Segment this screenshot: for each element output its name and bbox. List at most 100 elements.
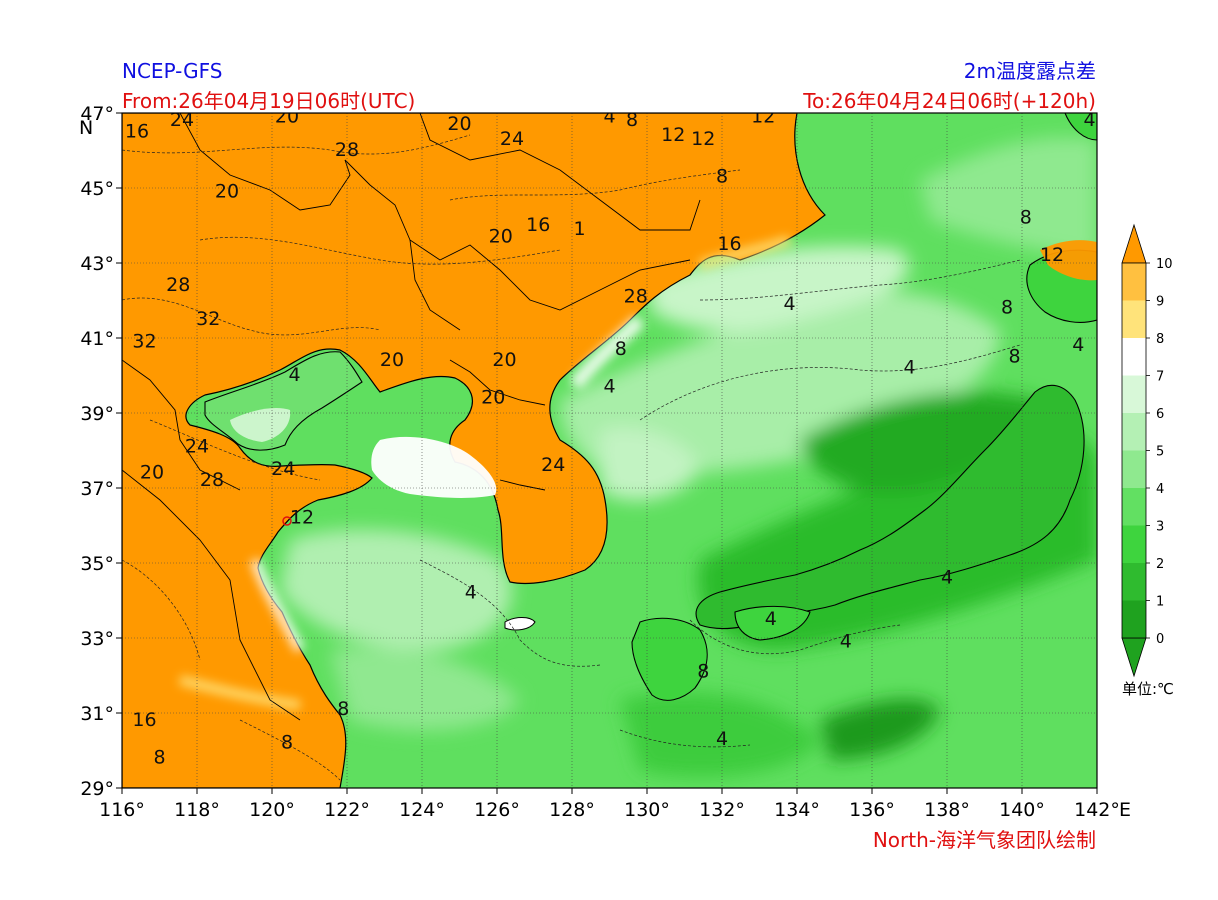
contour-label: 24 [185,435,209,457]
shikoku [734,605,811,641]
contour-label: 8 [153,747,165,769]
kyushu [631,617,708,701]
contour-label: 16 [132,709,156,731]
colorbar-block [1122,338,1146,376]
contour-label: 4 [716,728,728,750]
colorbar-label: 5 [1156,445,1164,460]
contour-label: 12 [1040,244,1064,266]
contour-label: 20 [275,105,299,127]
y-tick-label: 47° [80,103,114,125]
field-title: 2m温度露点差 [963,59,1096,83]
contour-label: 8 [1001,297,1013,319]
to-time: To:26年04月24日06时(+120h) [803,89,1096,113]
contour-label: 24 [170,109,194,131]
y-tick-label: 41° [80,328,114,350]
colorbar-block [1122,263,1146,301]
x-tick-label: 142° [1074,799,1120,821]
x-tick-label: 134° [774,799,820,821]
colorbar-label: 7 [1156,370,1164,385]
contour-label: 16 [125,120,149,142]
x-tick-label: 122° [324,799,370,821]
sakhalin-coast [1064,113,1097,141]
x-tick-label: 120° [249,799,295,821]
colorbar-label: 8 [1156,332,1164,347]
contour-label: 4 [465,582,477,604]
contour-label: 32 [196,308,220,330]
contour-label: 20 [215,180,239,202]
contour-label: 4 [288,364,300,386]
y-tick-label: 43° [80,253,114,275]
y-tick-label: 33° [80,628,114,650]
x-tick-label: 126° [474,799,520,821]
colorbar-label: 2 [1156,557,1164,572]
contour-label: 4 [1072,334,1084,356]
map-frame [121,112,1098,789]
continent-land [122,113,826,788]
contour-label: 4 [765,608,777,630]
y-tick-label: 45° [80,178,114,200]
contour-label: 28 [624,285,648,307]
colorbar: 0 1 2 3 4 5 6 7 8 9 10 单位:℃ [1121,223,1174,698]
contour-label: 4 [941,567,953,589]
contour-label: 8 [337,698,349,720]
bohai-light [230,408,291,442]
contour-label: 20 [481,387,505,409]
colorbar-label: 3 [1156,520,1164,535]
contour-label: 8 [615,338,627,360]
contour-label: 8 [626,109,638,131]
contour-label: 8 [697,660,709,682]
colorbar-label: 0 [1156,632,1164,647]
contour-label: 8 [1020,207,1032,229]
hokkaido-warm [1040,240,1097,281]
contour-label: 8 [281,732,293,754]
colorbar-block [1122,563,1146,601]
colorbar-label: 10 [1156,257,1173,272]
contour-label: 20 [140,462,164,484]
yellow-sea-light [371,436,497,498]
x-tick-label: 118° [174,799,220,821]
contour-label: 8 [716,165,728,187]
contour-label: 12 [751,105,775,127]
contour-label: 4 [603,105,615,127]
contour-label: 4 [1083,109,1095,131]
contour-label: 28 [335,139,359,161]
x-tick-label: 138° [924,799,970,821]
x-tick-label: 124° [399,799,445,821]
lat-suffix: N [79,117,93,139]
colorbar-block [1122,375,1146,413]
contour-label: 20 [489,225,513,247]
y-tick-label: 39° [80,403,114,425]
contour-label: 28 [200,469,224,491]
contour-label: 24 [541,454,565,476]
contour-label: 24 [271,458,295,480]
contour-label: 20 [447,113,471,135]
colorbar-block [1122,300,1146,338]
y-tick-label: 37° [80,478,114,500]
coastal-transition [178,235,792,710]
colorbar-label: 6 [1156,407,1164,422]
graticule [122,113,1097,788]
from-time: From:26年04月19日06时(UTC) [122,89,416,113]
contour-label: 20 [380,349,404,371]
station-marker [282,516,292,526]
colorbar-label: 1 [1156,595,1164,610]
x-tick-label: 116° [99,799,145,821]
colorbar-block [1122,488,1146,526]
contour-label: 16 [717,233,741,255]
contour-label: 12 [290,507,314,529]
contour-label: 4 [903,357,915,379]
colorbar-block [1122,450,1146,488]
contour-label: 32 [132,330,156,352]
colorbar-label: 4 [1156,482,1164,497]
contour-label: 8 [1008,345,1020,367]
x-axis: 116° 118° 120° 122° 124° 126° 128° 130° 132° 134°… [99,788,1120,821]
contour-label: 24 [500,128,524,150]
contour-label: 4 [840,630,852,652]
y-tick-label: 31° [80,703,114,725]
y-tick-label: 35° [80,553,114,575]
honshu [695,384,1085,630]
y-axis: 47° 45° 43° 41° 39° 37° 35° 33° 31° 29° [80,103,122,800]
contour-label: 4 [783,293,795,315]
